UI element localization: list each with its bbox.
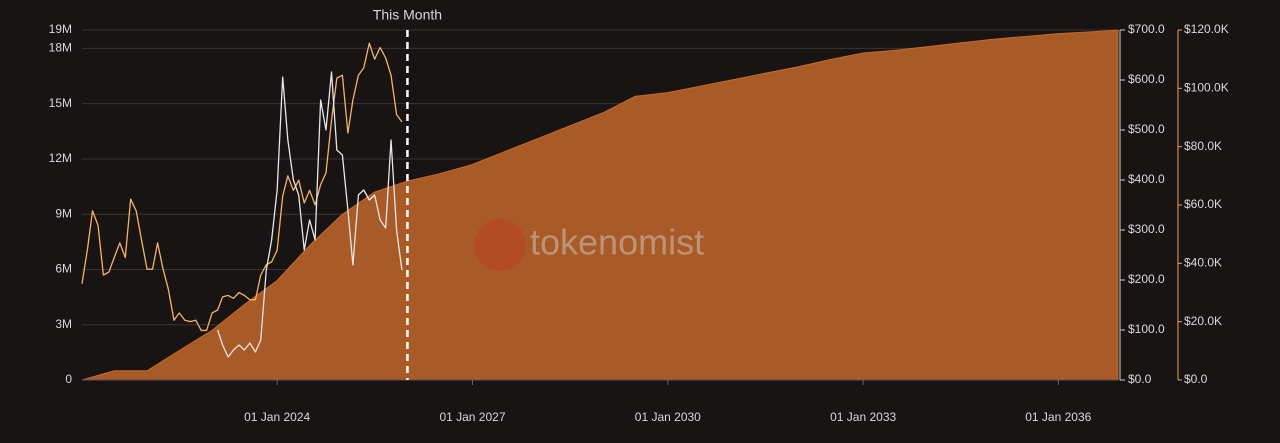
y3-tick-label: $120.0K [1184,22,1229,36]
y2-tick-label: $700.0 [1128,22,1165,36]
y-tick-label: 12M [49,151,72,165]
y-tick-label: 19M [49,22,72,36]
y-tick-label: 3M [55,317,72,331]
y2-tick-label: $0.0 [1128,372,1152,386]
y3-tick-label: $0.0 [1184,372,1208,386]
x-tick-label: 01 Jan 2024 [244,410,310,424]
area [81,29,1119,381]
y2-tick-label: $400.0 [1128,172,1165,186]
x-tick-label: 01 Jan 2027 [439,410,505,424]
y2-tick-label: $600.0 [1128,72,1165,86]
y-tick-label: 6M [55,262,72,276]
x-tick-label: 01 Jan 2030 [635,410,701,424]
line [217,71,403,358]
line [81,42,403,332]
y-tick-label: 0 [65,372,72,386]
y-tick-label: 15M [49,96,72,110]
watermark-text: tokenomist [530,222,704,263]
annotation-label: This Month [373,7,442,23]
watermark-logo [474,219,526,271]
watermark-group: tokenomist [474,219,704,271]
y3-tick-label: $80.0K [1184,139,1222,153]
y3-tick-label: $100.0K [1184,81,1229,95]
y2-tick-label: $100.0 [1128,322,1165,336]
y2-tick-label: $500.0 [1128,122,1165,136]
y3-tick-label: $60.0K [1184,197,1222,211]
y-tick-label: 18M [49,41,72,55]
y-tick-label: 9M [55,206,72,220]
x-tick-label: 01 Jan 2036 [1025,410,1091,424]
y2-tick-label: $300.0 [1128,222,1165,236]
y3-tick-label: $20.0K [1184,314,1222,328]
x-tick-label: 01 Jan 2033 [830,410,896,424]
y2-tick-label: $200.0 [1128,272,1165,286]
y3-tick-label: $40.0K [1184,256,1222,270]
